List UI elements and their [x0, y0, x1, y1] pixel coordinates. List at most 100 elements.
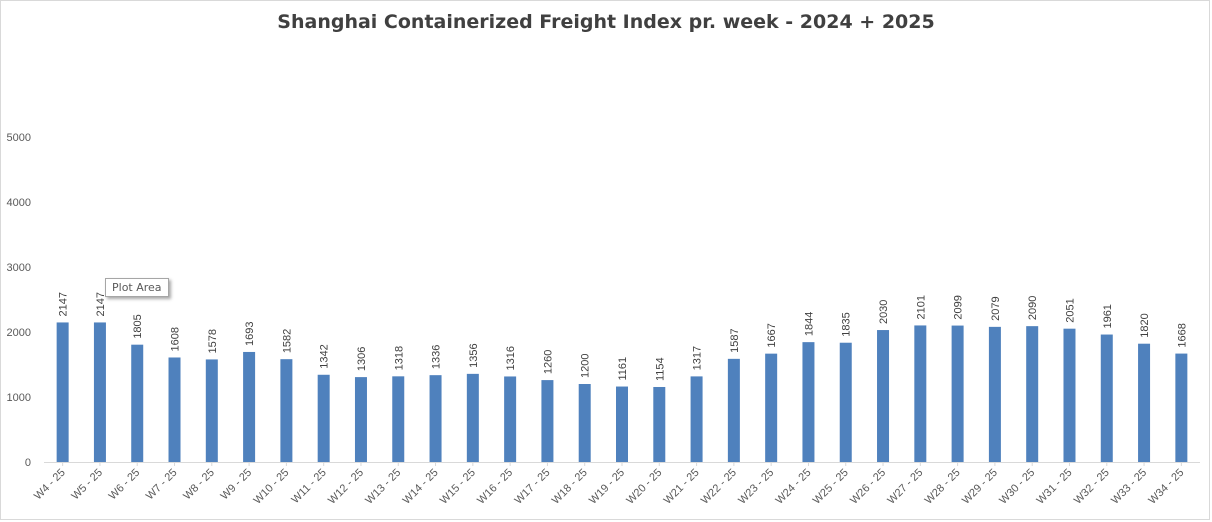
x-tick-label: W8 - 25	[181, 467, 217, 503]
x-tick-label: W17 - 25	[512, 467, 552, 507]
y-tick-label: 4000	[7, 197, 31, 209]
bar	[541, 380, 554, 462]
bar	[765, 353, 778, 462]
data-label: 1820	[1139, 313, 1151, 337]
x-tick-label: W7 - 25	[144, 467, 180, 503]
bar	[93, 322, 106, 462]
x-tick-label: W26 - 25	[848, 467, 888, 507]
bar	[168, 357, 181, 462]
x-tick-label: W32 - 25	[1072, 467, 1112, 507]
chart-title: Shanghai Containerized Freight Index pr.…	[277, 11, 935, 33]
data-label: 1317	[692, 346, 704, 370]
data-label: 1587	[729, 328, 741, 352]
x-tick-label: W22 - 25	[699, 467, 739, 507]
data-label: 1608	[170, 327, 182, 351]
data-label: 1260	[542, 350, 554, 374]
data-label: 1961	[1102, 304, 1114, 328]
y-tick-label: 2000	[7, 327, 31, 339]
bar	[131, 344, 144, 462]
data-label: 1582	[281, 329, 293, 353]
x-tick-label: W21 - 25	[662, 467, 702, 507]
bar	[504, 376, 517, 462]
y-tick-label: 3000	[7, 262, 31, 274]
bar	[205, 359, 218, 462]
x-tick-label: W14 - 25	[401, 467, 441, 507]
x-tick-label: W19 - 25	[587, 467, 627, 507]
bar	[802, 342, 815, 462]
bar	[1175, 353, 1188, 462]
data-label: 1336	[431, 345, 443, 369]
data-label: 1578	[207, 329, 219, 353]
x-tick-label: W15 - 25	[438, 467, 478, 507]
data-label: 2147	[95, 292, 107, 316]
x-tick-label: W13 - 25	[363, 467, 403, 507]
y-tick-label: 0	[25, 457, 31, 469]
data-label: 2079	[990, 296, 1002, 320]
x-tick-label: W6 - 25	[107, 467, 143, 503]
bar	[317, 374, 330, 462]
bar	[653, 386, 666, 462]
bar	[877, 330, 890, 462]
data-label: 2147	[58, 292, 70, 316]
data-label: 2099	[953, 295, 965, 319]
bar	[951, 325, 964, 462]
y-tick-label: 5000	[7, 132, 31, 144]
x-tick-label: W23 - 25	[736, 467, 776, 507]
data-label: 2051	[1064, 298, 1076, 322]
bar	[392, 376, 405, 462]
x-tick-label: W4 - 25	[32, 467, 68, 503]
data-label: 2101	[915, 295, 927, 319]
y-tick-label: 1000	[7, 392, 31, 404]
bar	[1026, 326, 1039, 462]
x-tick-label: W16 - 25	[475, 467, 515, 507]
x-tick-label: W34 - 25	[1146, 467, 1186, 507]
data-label: 1318	[393, 346, 405, 370]
plot-area-tooltip: Plot Area	[105, 278, 169, 297]
data-label: 1805	[132, 314, 144, 338]
bar	[56, 322, 69, 462]
x-tick-label: W12 - 25	[326, 467, 366, 507]
bar	[354, 377, 367, 462]
bar	[578, 384, 591, 462]
data-label: 1667	[766, 323, 778, 347]
bar	[1063, 328, 1076, 462]
data-label: 1154	[654, 357, 666, 381]
x-tick-label: W11 - 25	[289, 467, 328, 506]
bar	[1138, 343, 1151, 462]
bar	[616, 386, 628, 462]
x-tick-label: W9 - 25	[218, 467, 254, 503]
x-tick-label: W30 - 25	[997, 467, 1037, 507]
data-label: 1200	[580, 354, 592, 378]
data-label: 2030	[878, 300, 890, 324]
data-label: 1668	[1176, 323, 1188, 347]
data-label: 1844	[803, 312, 815, 336]
bar	[243, 351, 256, 462]
bar	[914, 325, 927, 462]
bar	[988, 326, 1001, 462]
x-tick-label: W27 - 25	[885, 467, 925, 507]
bar	[1100, 334, 1113, 462]
data-label: 1356	[468, 343, 480, 367]
data-label: 1342	[319, 344, 331, 368]
x-tick-label: W5 - 25	[69, 467, 105, 503]
bar	[280, 359, 293, 462]
data-label: 1835	[841, 312, 853, 336]
data-label: 1316	[505, 346, 517, 370]
data-label: 1161	[617, 357, 629, 381]
x-tick-label: W10 - 25	[251, 467, 291, 507]
x-tick-label: W29 - 25	[960, 467, 1000, 507]
bar	[839, 342, 852, 462]
x-tick-label: W25 - 25	[811, 467, 851, 507]
bar	[690, 376, 703, 462]
x-tick-label: W31 - 25	[1035, 467, 1075, 507]
data-label: 1306	[356, 347, 368, 371]
bar	[466, 373, 479, 462]
x-tick-label: W18 - 25	[550, 467, 590, 507]
x-tick-label: W20 - 25	[624, 467, 664, 507]
data-label: 1693	[244, 321, 256, 345]
x-tick-label: W24 - 25	[774, 467, 814, 507]
x-tick-label: W28 - 25	[923, 467, 963, 507]
